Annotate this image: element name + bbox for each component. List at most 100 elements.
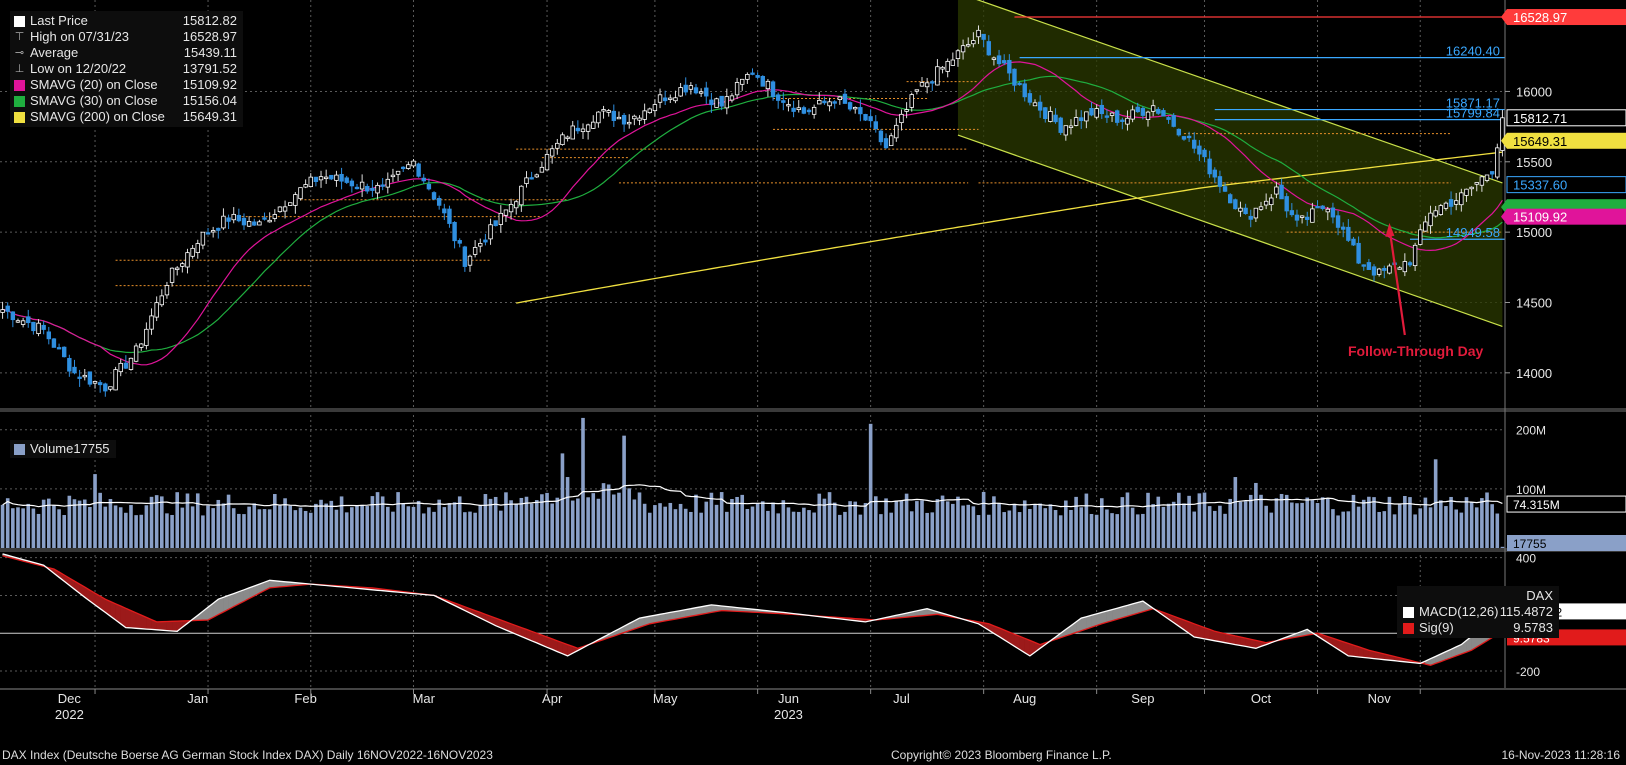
candle-body [478, 243, 483, 247]
candle-body [1248, 215, 1253, 220]
candle-body [1474, 182, 1479, 185]
volume-bar [1053, 510, 1058, 548]
candle-body [149, 315, 154, 330]
candle-body [1423, 221, 1428, 232]
candle-body [257, 221, 262, 226]
volume-bar [899, 501, 904, 548]
volume-bar [545, 492, 549, 548]
candle-body [77, 376, 82, 379]
candle-body [827, 101, 832, 107]
volume-bar [380, 496, 385, 548]
volume-bar [529, 503, 534, 548]
annotation-arrow-shaft [1389, 234, 1406, 336]
candle-body [56, 347, 62, 350]
volume-bar [483, 494, 488, 548]
trend-channel [957, 0, 1503, 327]
volume-bar [1074, 496, 1078, 548]
candle-body [1438, 205, 1443, 215]
candle-body [868, 116, 873, 122]
panel-separator [0, 408, 1626, 412]
trend-channel-upper [976, 0, 1503, 184]
x-tick-label: Mar [413, 691, 436, 706]
volume-bar [1223, 513, 1227, 548]
volume-bar [144, 505, 149, 548]
volume-bar [1418, 508, 1423, 548]
volume-bar [1084, 493, 1089, 548]
candle-body [621, 114, 627, 125]
volume-bar [488, 498, 493, 548]
candle-body [62, 346, 67, 358]
axis-tag [1506, 109, 1626, 127]
volume-bar [211, 508, 215, 548]
volume-bar [257, 509, 262, 548]
volume-bar [925, 512, 929, 548]
candle-body [668, 97, 673, 100]
volume-bar [350, 507, 354, 548]
volume-bar [673, 509, 678, 548]
volume-bar [411, 506, 416, 548]
volume-bar [334, 509, 339, 548]
volume-bar [72, 499, 77, 548]
volume-bar [766, 510, 770, 548]
footer-timestamp: 16-Nov-2023 11:28:16 [1501, 748, 1620, 762]
candle-body [1459, 192, 1464, 206]
axis-tag [1507, 9, 1626, 26]
volume-bar [622, 435, 626, 548]
candle-body [15, 320, 21, 323]
candle-body [334, 174, 339, 181]
volume-bar [1243, 501, 1248, 548]
moving-averages [2, 61, 1503, 366]
volume-bar [663, 506, 667, 548]
volume-bar [827, 492, 832, 548]
volume-bar [591, 493, 596, 548]
x-tick-label: Jul [893, 691, 910, 706]
volume-bar [180, 507, 185, 548]
volume-bar [1151, 504, 1155, 548]
volume-bar [303, 510, 308, 548]
volume-bar [961, 505, 965, 548]
volume-bar [149, 496, 154, 548]
volume-bar [288, 505, 293, 548]
volume-bar [1002, 512, 1006, 548]
volume-bar [951, 503, 955, 548]
volume-bar [1254, 482, 1258, 548]
candle-body [1433, 210, 1438, 217]
price-legend-label: SMAVG (200) on Close [30, 109, 165, 124]
candle-body [31, 321, 36, 332]
candle-body [1017, 82, 1022, 86]
volume-bar [812, 512, 816, 548]
candle-body [1022, 83, 1027, 98]
candle-body [981, 33, 986, 40]
volume-bar [1310, 500, 1315, 548]
candle-body [1448, 199, 1454, 207]
candle-body [221, 215, 226, 229]
candle-body [1192, 139, 1197, 149]
volume-bar [796, 511, 801, 548]
candle-body [914, 89, 920, 92]
candle-body [775, 94, 781, 101]
candle-body [1227, 194, 1233, 204]
volume-bar [1295, 503, 1299, 548]
volume-bar [868, 423, 873, 548]
macd-histogram-fill [130, 610, 137, 629]
volume-bar [165, 513, 169, 548]
level-label: 15871.17 [1446, 96, 1500, 111]
volume-bar [457, 496, 462, 548]
candle-body [1135, 106, 1140, 113]
volume-bar [416, 500, 421, 548]
volume-bar [293, 510, 298, 548]
volume-bar [694, 494, 698, 548]
candle-body [765, 80, 771, 90]
candle-body [642, 110, 647, 120]
candle-body [113, 369, 118, 391]
candle-body [1079, 117, 1084, 122]
candle-body [210, 230, 216, 233]
candle-body [683, 84, 688, 93]
volume-bar [103, 506, 108, 548]
candle-body [1361, 264, 1366, 267]
volume-bar [1166, 503, 1171, 548]
candle-body [544, 154, 550, 171]
volume-bar [940, 495, 945, 548]
volume-bar [786, 507, 791, 548]
volume-bar [355, 505, 359, 548]
